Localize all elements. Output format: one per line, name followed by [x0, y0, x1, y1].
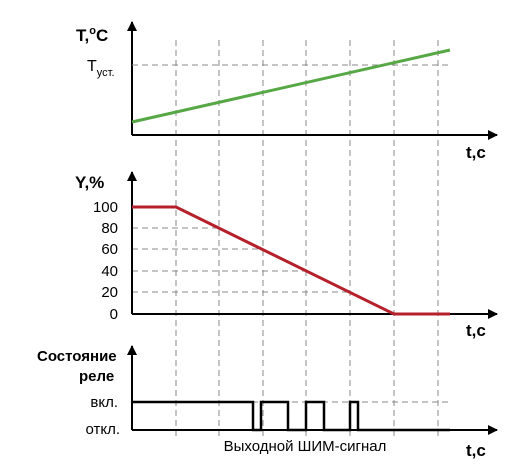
- tick-100: 100: [93, 199, 118, 216]
- output-tick-labels: 100 80 60 40 20 0: [93, 199, 118, 323]
- tick-0: 0: [110, 306, 118, 323]
- relay-axis-label-line1: Состояние: [37, 348, 117, 365]
- relay-state-on: вкл.: [90, 394, 118, 411]
- relay-panel: Состояние реле вкл. откл. Выходной ШИМ-с…: [37, 345, 498, 460]
- time-gridlines: [175, 40, 439, 440]
- pwm-caption: Выходной ШИМ-сигнал: [224, 438, 387, 455]
- relay-time-label: t,c: [466, 441, 486, 460]
- output-axis-label: Y,%: [75, 173, 104, 192]
- tick-40: 40: [101, 263, 118, 280]
- output-gridlines: [132, 227, 350, 293]
- temperature-time-label: t,c: [466, 143, 486, 162]
- temperature-panel: T,oC Tуст. t,c: [76, 21, 498, 162]
- tick-80: 80: [101, 220, 118, 237]
- tick-20: 20: [101, 284, 118, 301]
- pwm-signal: [132, 400, 450, 432]
- output-panel: Y,% 100 80 60 40 20 0 t,c: [75, 171, 498, 340]
- temperature-line: [131, 48, 451, 124]
- temperature-axis-label: T,oC: [76, 25, 108, 45]
- setpoint-label: Tуст.: [87, 58, 115, 79]
- output-time-label: t,c: [466, 321, 486, 340]
- tick-60: 60: [101, 241, 118, 258]
- relay-state-off: откл.: [85, 421, 120, 438]
- output-line: [132, 205, 450, 316]
- relay-axis-label-line2: реле: [79, 368, 114, 385]
